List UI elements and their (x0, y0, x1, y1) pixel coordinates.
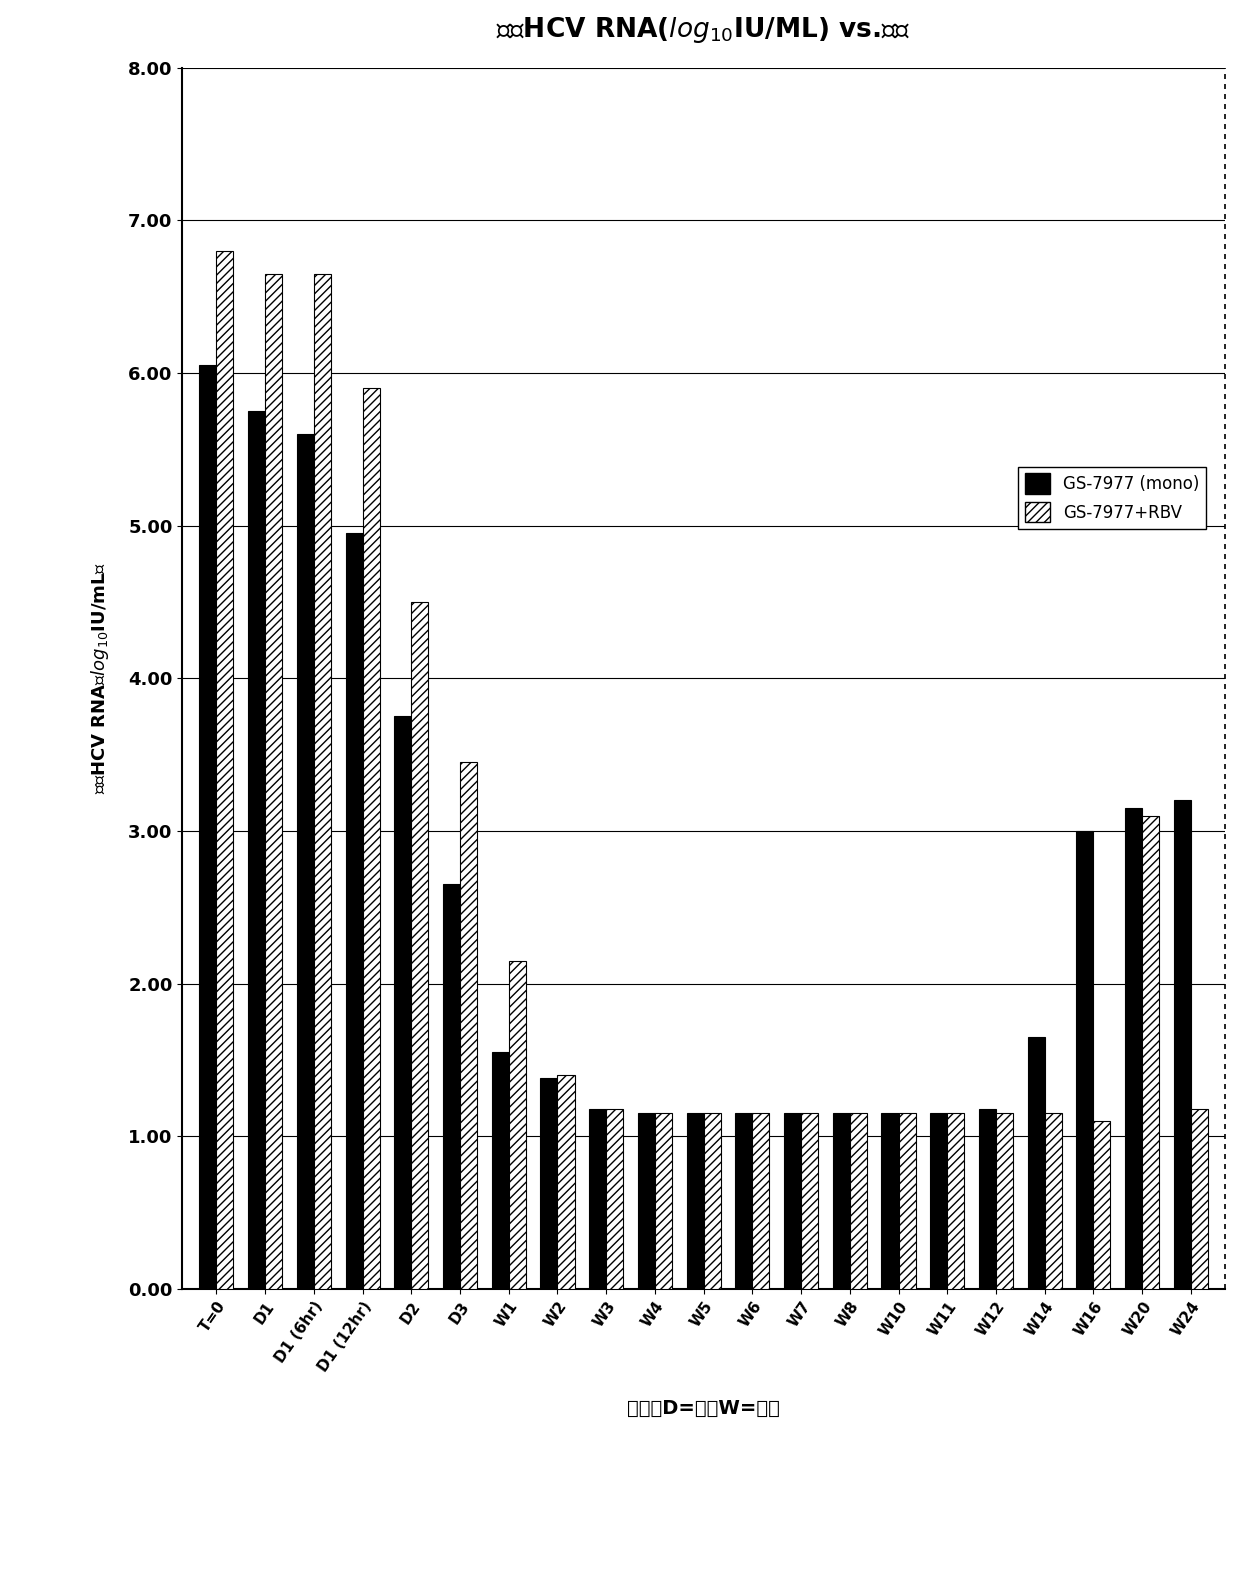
Bar (248, 411, 265, 1288)
X-axis label: 时间（D=天；W=周）: 时间（D=天；W=周） (627, 1399, 780, 1418)
Bar (996, 1114, 1013, 1288)
Bar (703, 1114, 720, 1288)
Bar (1174, 800, 1190, 1288)
Bar (947, 1114, 965, 1288)
Y-axis label: 平均HCV RNA（$log_{10}$IU/mL）: 平均HCV RNA（$log_{10}$IU/mL） (89, 562, 112, 794)
Bar (412, 602, 428, 1288)
Bar (1190, 1109, 1208, 1288)
Bar (849, 1114, 867, 1288)
Bar (1028, 1036, 1045, 1288)
Legend: GS-7977 (mono), GS-7977+RBV: GS-7977 (mono), GS-7977+RBV (1018, 466, 1207, 529)
Bar (200, 365, 217, 1288)
Bar (394, 717, 412, 1288)
Bar (541, 1079, 558, 1288)
Bar (589, 1109, 606, 1288)
Bar (460, 762, 477, 1288)
Bar (784, 1114, 801, 1288)
Bar (1076, 832, 1094, 1288)
Bar (882, 1114, 899, 1288)
Bar (443, 885, 460, 1288)
Bar (801, 1114, 818, 1288)
Bar (362, 387, 379, 1288)
Bar (1142, 816, 1159, 1288)
Bar (833, 1114, 849, 1288)
Bar (978, 1109, 996, 1288)
Bar (1045, 1114, 1061, 1288)
Bar (753, 1114, 770, 1288)
Bar (735, 1114, 753, 1288)
Bar (637, 1114, 655, 1288)
Bar (492, 1052, 508, 1288)
Title: 平均HCV RNA($log_{10}$IU/ML) vs.时间: 平均HCV RNA($log_{10}$IU/ML) vs.时间 (496, 16, 911, 46)
Bar (687, 1114, 703, 1288)
Bar (1094, 1121, 1111, 1288)
Bar (606, 1109, 624, 1288)
Bar (217, 250, 233, 1288)
Bar (314, 274, 331, 1288)
Bar (296, 435, 314, 1288)
Bar (655, 1114, 672, 1288)
Bar (346, 534, 362, 1288)
Bar (930, 1114, 947, 1288)
Bar (1125, 808, 1142, 1288)
Bar (558, 1076, 574, 1288)
Bar (508, 961, 526, 1288)
Bar (899, 1114, 915, 1288)
Bar (265, 274, 283, 1288)
